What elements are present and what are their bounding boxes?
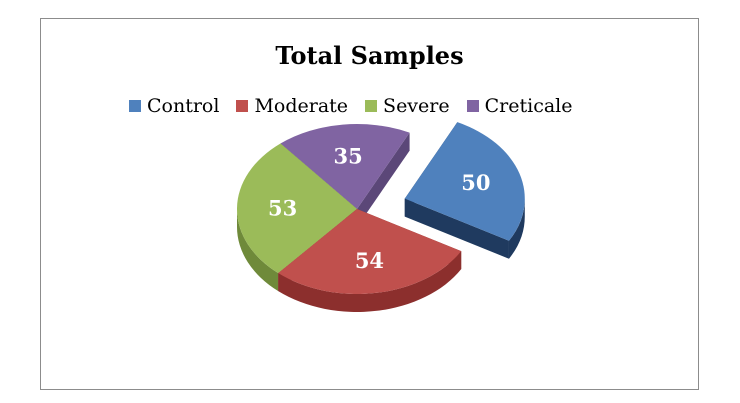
chart-title: Total Samples — [275, 41, 464, 70]
pie-slice-top-control — [404, 122, 525, 241]
pie-slice-wall-control-1 — [404, 198, 509, 259]
pie-chart: 50 54 53 35 — [237, 122, 525, 312]
legend: Control Moderate Severe Creticale — [129, 95, 590, 117]
pie-slice-top-moderate — [278, 209, 462, 295]
legend-swatch-severe — [365, 100, 378, 112]
pie-slice-side-moderate-0 — [278, 251, 462, 312]
legend-label-creticale: Creticale — [484, 95, 573, 117]
legend-label-severe: Severe — [383, 95, 450, 117]
legend-item-control: Control — [129, 95, 219, 117]
pie-slice-moderate — [278, 209, 462, 312]
pie-slice-side-control-0 — [508, 198, 525, 259]
pie-slice-top-creticale — [280, 124, 410, 209]
legend-item-moderate: Moderate — [236, 95, 348, 117]
pie-slice-control — [404, 122, 525, 259]
legend-swatch-moderate — [236, 100, 249, 112]
legend-item-severe: Severe — [365, 95, 450, 117]
legend-swatch-creticale — [466, 100, 479, 112]
pie-slice-top-severe — [237, 143, 357, 274]
chart-frame: Total Samples Control Moderate Severe Cr… — [40, 18, 699, 390]
data-label-creticale: 35 — [334, 144, 363, 169]
legend-swatch-control — [129, 100, 141, 112]
data-label-severe: 53 — [268, 195, 297, 220]
data-label-moderate: 54 — [355, 248, 384, 273]
legend-label-control: Control — [147, 95, 220, 117]
pie-slice-side-severe-0 — [237, 209, 279, 292]
legend-item-creticale: Creticale — [466, 95, 573, 117]
pie-slice-wall-creticale-1 — [357, 132, 410, 227]
legend-label-moderate: Moderate — [254, 95, 349, 117]
data-label-control: 50 — [461, 170, 490, 195]
